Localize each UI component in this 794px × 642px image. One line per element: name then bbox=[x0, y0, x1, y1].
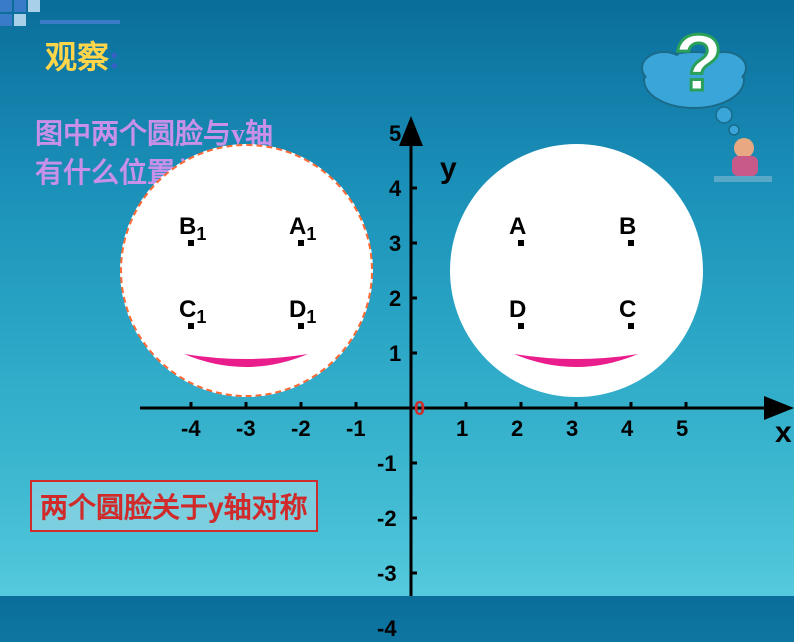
xtick-label: 4 bbox=[621, 416, 633, 442]
conclusion-box: 两个圆脸关于y轴对称 bbox=[30, 480, 318, 532]
ytick-label: 3 bbox=[389, 231, 401, 257]
ytick-label: -1 bbox=[377, 451, 397, 477]
conclusion-suffix: 轴对称 bbox=[224, 493, 308, 524]
conclusion-y: y bbox=[208, 492, 224, 523]
ytick-label: 4 bbox=[389, 176, 401, 202]
xtick-label: -3 bbox=[236, 416, 256, 442]
point-label-B1: B1 bbox=[179, 213, 206, 245]
point-label-A1: A1 bbox=[289, 213, 316, 245]
xtick-label: -2 bbox=[291, 416, 311, 442]
ytick-label: -2 bbox=[377, 506, 397, 532]
mouth-left bbox=[180, 350, 312, 380]
point-label-D1: D1 bbox=[289, 296, 316, 328]
ytick-label: 1 bbox=[389, 341, 401, 367]
mouth-right bbox=[510, 350, 642, 380]
point-label-B: B bbox=[619, 213, 636, 241]
xtick-label: 5 bbox=[676, 416, 688, 442]
xtick-label: 3 bbox=[566, 416, 578, 442]
origin-label: 0 bbox=[414, 398, 425, 421]
point-label-D: D bbox=[509, 296, 526, 324]
xtick-label: -4 bbox=[181, 416, 201, 442]
xtick-label: 1 bbox=[456, 416, 468, 442]
conclusion-prefix: 两个圆脸关于 bbox=[40, 493, 208, 524]
ytick-label: -4 bbox=[377, 616, 397, 642]
ytick-label: 5 bbox=[389, 121, 401, 147]
y-axis-label: y bbox=[440, 152, 457, 186]
xtick-label: 2 bbox=[511, 416, 523, 442]
x-axis-label: x bbox=[775, 416, 792, 450]
point-label-C1: C1 bbox=[179, 296, 206, 328]
ytick-label: 2 bbox=[389, 286, 401, 312]
point-label-C: C bbox=[619, 296, 636, 324]
point-label-A: A bbox=[509, 213, 526, 241]
ytick-label: -3 bbox=[377, 561, 397, 587]
xtick-label: -1 bbox=[346, 416, 366, 442]
